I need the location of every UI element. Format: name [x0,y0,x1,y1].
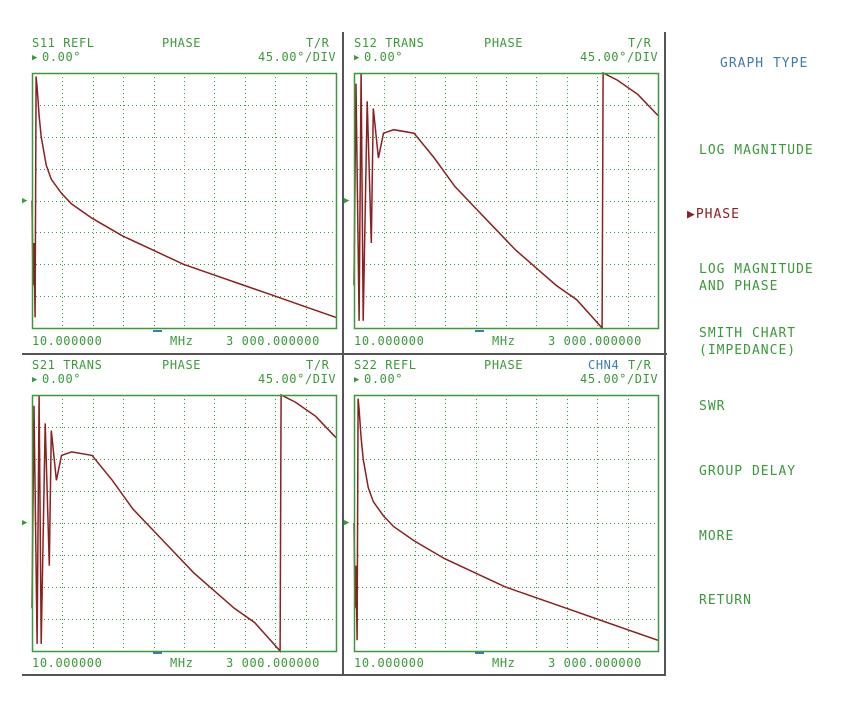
menu-title: GRAPH TYPE [720,56,809,71]
bottom-border [22,674,666,676]
menu-item-more[interactable]: MORE [699,529,735,544]
stop-freq: 3 000.000000 [548,334,642,348]
ref-marker-icon: ▶ [354,375,361,385]
plot-s12[interactable] [353,71,660,330]
start-freq: 10.000000 [32,334,103,348]
ref-marker-icon: ▶ [32,53,39,63]
menu-item-log-magnitude[interactable]: LOG MAGNITUDE [699,143,814,158]
scale-value: 45.00°/DIV [580,372,659,386]
center-marker [153,330,162,332]
center-marker [475,652,484,654]
freq-unit: MHz [492,334,516,348]
param-label: S11 REFL [32,36,95,50]
ref-value: 0.00° [364,50,404,64]
plot-s21[interactable] [31,393,338,653]
scale-value: 45.00°/DIV [258,50,337,64]
channel-label: CHN4 [588,358,620,372]
menu-item-phase[interactable]: ▶PHASE [687,206,740,223]
format-label: PHASE [162,358,202,372]
mode-label: T/R [306,36,330,50]
menu-item-log-magnitude-and-phase[interactable]: LOG MAGNITUDE AND PHASE [699,262,814,294]
format-label: PHASE [162,36,202,50]
start-freq: 10.000000 [32,656,103,670]
format-label: PHASE [484,358,524,372]
ref-marker-icon: ▶ [32,375,39,385]
stop-freq: 3 000.000000 [226,656,320,670]
horizontal-divider [22,353,667,355]
plot-s11[interactable] [31,72,338,330]
ref-level-arrow-icon: ▶ [22,196,29,206]
mode-label: T/R [628,36,652,50]
ref-level-arrow-icon: ▶ [344,196,351,206]
scale-value: 45.00°/DIV [580,50,659,64]
ref-level-arrow-icon: ▶ [344,518,351,528]
freq-unit: MHz [492,656,516,670]
menu-item-smith-chart[interactable]: SMITH CHART (IMPEDANCE) [699,326,797,358]
ref-value: 0.00° [42,372,82,386]
menu-item-group-delay[interactable]: GROUP DELAY [699,464,797,479]
menu-item-swr[interactable]: SWR [699,399,726,414]
ref-marker-icon: ▶ [354,53,361,63]
menu-item-phase-label: PHASE [695,207,740,222]
right-border [664,32,666,676]
scale-value: 45.00°/DIV [258,372,337,386]
center-marker [153,652,162,654]
selected-arrow-icon: ▶ [687,207,696,222]
freq-unit: MHz [170,334,194,348]
param-label: S21 TRANS [32,358,103,372]
format-label: PHASE [484,36,524,50]
param-label: S12 TRANS [354,36,425,50]
ref-value: 0.00° [364,372,404,386]
param-label: S22 REFL [354,358,417,372]
stop-freq: 3 000.000000 [548,656,642,670]
menu-item-return[interactable]: RETURN [699,593,752,608]
stop-freq: 3 000.000000 [226,334,320,348]
mode-label: T/R [306,358,330,372]
ref-level-arrow-icon: ▶ [22,518,29,528]
ref-value: 0.00° [42,50,82,64]
plot-s22[interactable] [353,394,660,653]
mode-label: T/R [628,358,652,372]
start-freq: 10.000000 [354,656,425,670]
freq-unit: MHz [170,656,194,670]
start-freq: 10.000000 [354,334,425,348]
center-marker [475,330,484,332]
